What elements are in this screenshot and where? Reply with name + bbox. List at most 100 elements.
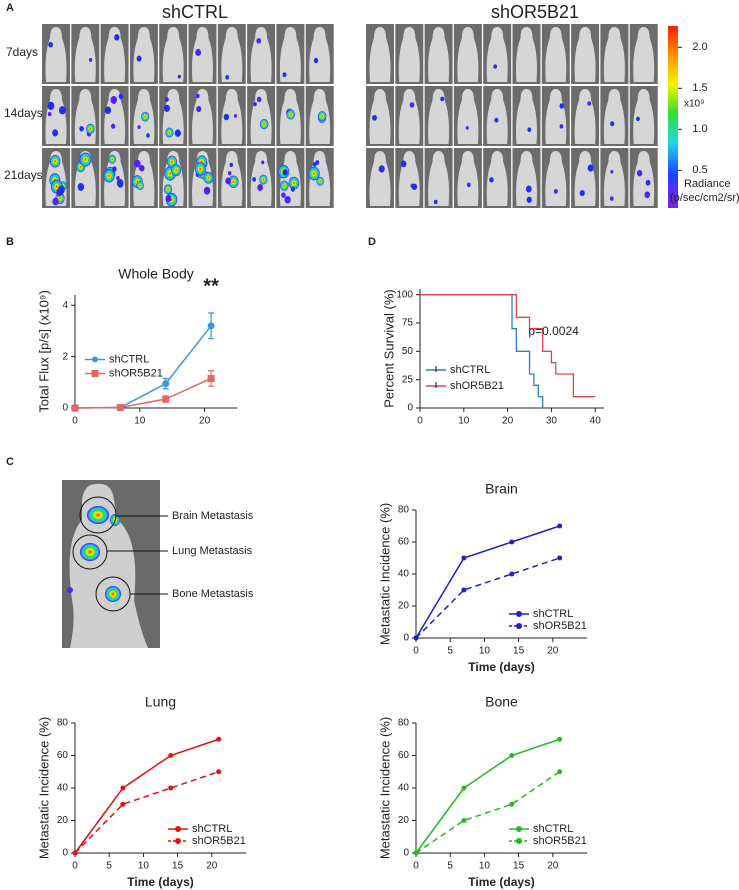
- x-tick-label: 15: [513, 646, 525, 657]
- signal: [47, 101, 55, 111]
- signal: [110, 123, 116, 129]
- legend-swatch: [516, 611, 522, 617]
- legend-swatch: [516, 623, 522, 629]
- signal: [48, 41, 53, 48]
- signal: [114, 34, 120, 41]
- mouse-body: [457, 151, 479, 206]
- mouse-body: [486, 27, 508, 82]
- signal: [527, 127, 532, 133]
- legend-label: shCTRL: [109, 353, 149, 365]
- legend-label: shOR5B21: [533, 620, 587, 632]
- signal: [177, 74, 181, 79]
- mouse-body: [633, 27, 655, 82]
- chart-title: Bone: [485, 694, 518, 710]
- series-line: [74, 377, 212, 409]
- x-tick-label: 0: [413, 646, 419, 657]
- mouse-body: [516, 27, 537, 82]
- signal: [165, 127, 174, 138]
- y-tick-label: 60: [398, 537, 410, 548]
- signal: [253, 102, 257, 107]
- x-tick-label: 15: [172, 861, 184, 872]
- annotation: p=0.0024: [528, 324, 579, 338]
- x-tick-label: 20: [199, 416, 211, 427]
- mouse-body: [545, 89, 567, 144]
- y-tick-label: 0: [62, 403, 68, 414]
- signal: [57, 185, 65, 194]
- point: [72, 850, 78, 856]
- mouse-body: [486, 151, 508, 206]
- signal: [227, 171, 232, 176]
- point: [120, 785, 126, 791]
- x-axis-label: Time (days): [127, 875, 193, 889]
- signal: [644, 191, 650, 199]
- signal: [88, 57, 93, 62]
- mouse-body: [574, 27, 596, 82]
- x-tick-label: 20: [502, 416, 514, 427]
- legend-label: shOR5B21: [450, 380, 504, 392]
- signal: [288, 176, 300, 190]
- signal: [559, 124, 564, 129]
- signal: [636, 169, 643, 177]
- y-tick-label: 25: [402, 374, 414, 385]
- y-tick-label: 20: [57, 815, 69, 826]
- signal: [636, 116, 640, 122]
- signal: [440, 96, 445, 102]
- colorbar-tick-label: 1.0: [692, 123, 707, 135]
- point: [461, 785, 467, 791]
- y-tick-label: 20: [398, 601, 410, 612]
- chart-title: Brain: [485, 481, 518, 497]
- y-axis-label: Metastatic Incidence (%): [36, 717, 51, 859]
- mouse-body: [104, 89, 126, 144]
- panel-label: B: [6, 236, 14, 248]
- row-label: 21days: [4, 168, 43, 182]
- signal: [282, 72, 287, 78]
- point: [120, 801, 126, 807]
- signal: [195, 48, 202, 56]
- mouse-body: [603, 27, 625, 82]
- row-label: 14days: [4, 106, 43, 120]
- signal: [286, 109, 296, 120]
- row-label: 7days: [6, 45, 38, 59]
- x-tick-label: 10: [458, 416, 470, 427]
- signal: [411, 183, 418, 191]
- signal: [316, 176, 324, 186]
- mouse-body: [428, 27, 450, 82]
- point: [413, 850, 419, 856]
- signal: [256, 96, 262, 103]
- signal: [610, 121, 615, 127]
- signal: [284, 195, 291, 204]
- panel-label: A: [6, 2, 14, 14]
- y-tick-label: 40: [398, 783, 410, 794]
- series-line: [415, 557, 560, 639]
- y-tick-label: 0: [407, 403, 413, 414]
- chart-title: Whole Body: [118, 266, 193, 282]
- y-axis-label: Total Flux [p/s] (x10⁹): [36, 290, 51, 413]
- mouse-body: [221, 27, 243, 82]
- signal: [261, 160, 265, 165]
- point: [509, 753, 515, 758]
- y-tick-label: 40: [57, 783, 69, 794]
- survival-curve: [420, 294, 544, 408]
- signal: [58, 106, 66, 115]
- signal: [49, 155, 61, 168]
- mouse-body: [45, 27, 67, 82]
- signal: [116, 178, 124, 188]
- signal: [229, 162, 234, 167]
- signal: [259, 118, 269, 130]
- point: [413, 635, 419, 641]
- signal: [137, 125, 141, 129]
- signal: [164, 97, 169, 103]
- colorbar-tick-label: 1.5: [692, 82, 707, 94]
- mouse-body: [162, 27, 184, 82]
- x-tick-label: 5: [447, 861, 453, 872]
- signal: [225, 75, 230, 80]
- legend-label: shCTRL: [533, 823, 573, 835]
- mouse-body: [633, 89, 655, 144]
- legend-label: shCTRL: [450, 364, 490, 376]
- x-tick-label: 40: [590, 416, 602, 427]
- y-tick-label: 60: [398, 750, 410, 761]
- point: [461, 818, 467, 823]
- mouse-body: [309, 27, 331, 82]
- signal: [79, 125, 84, 132]
